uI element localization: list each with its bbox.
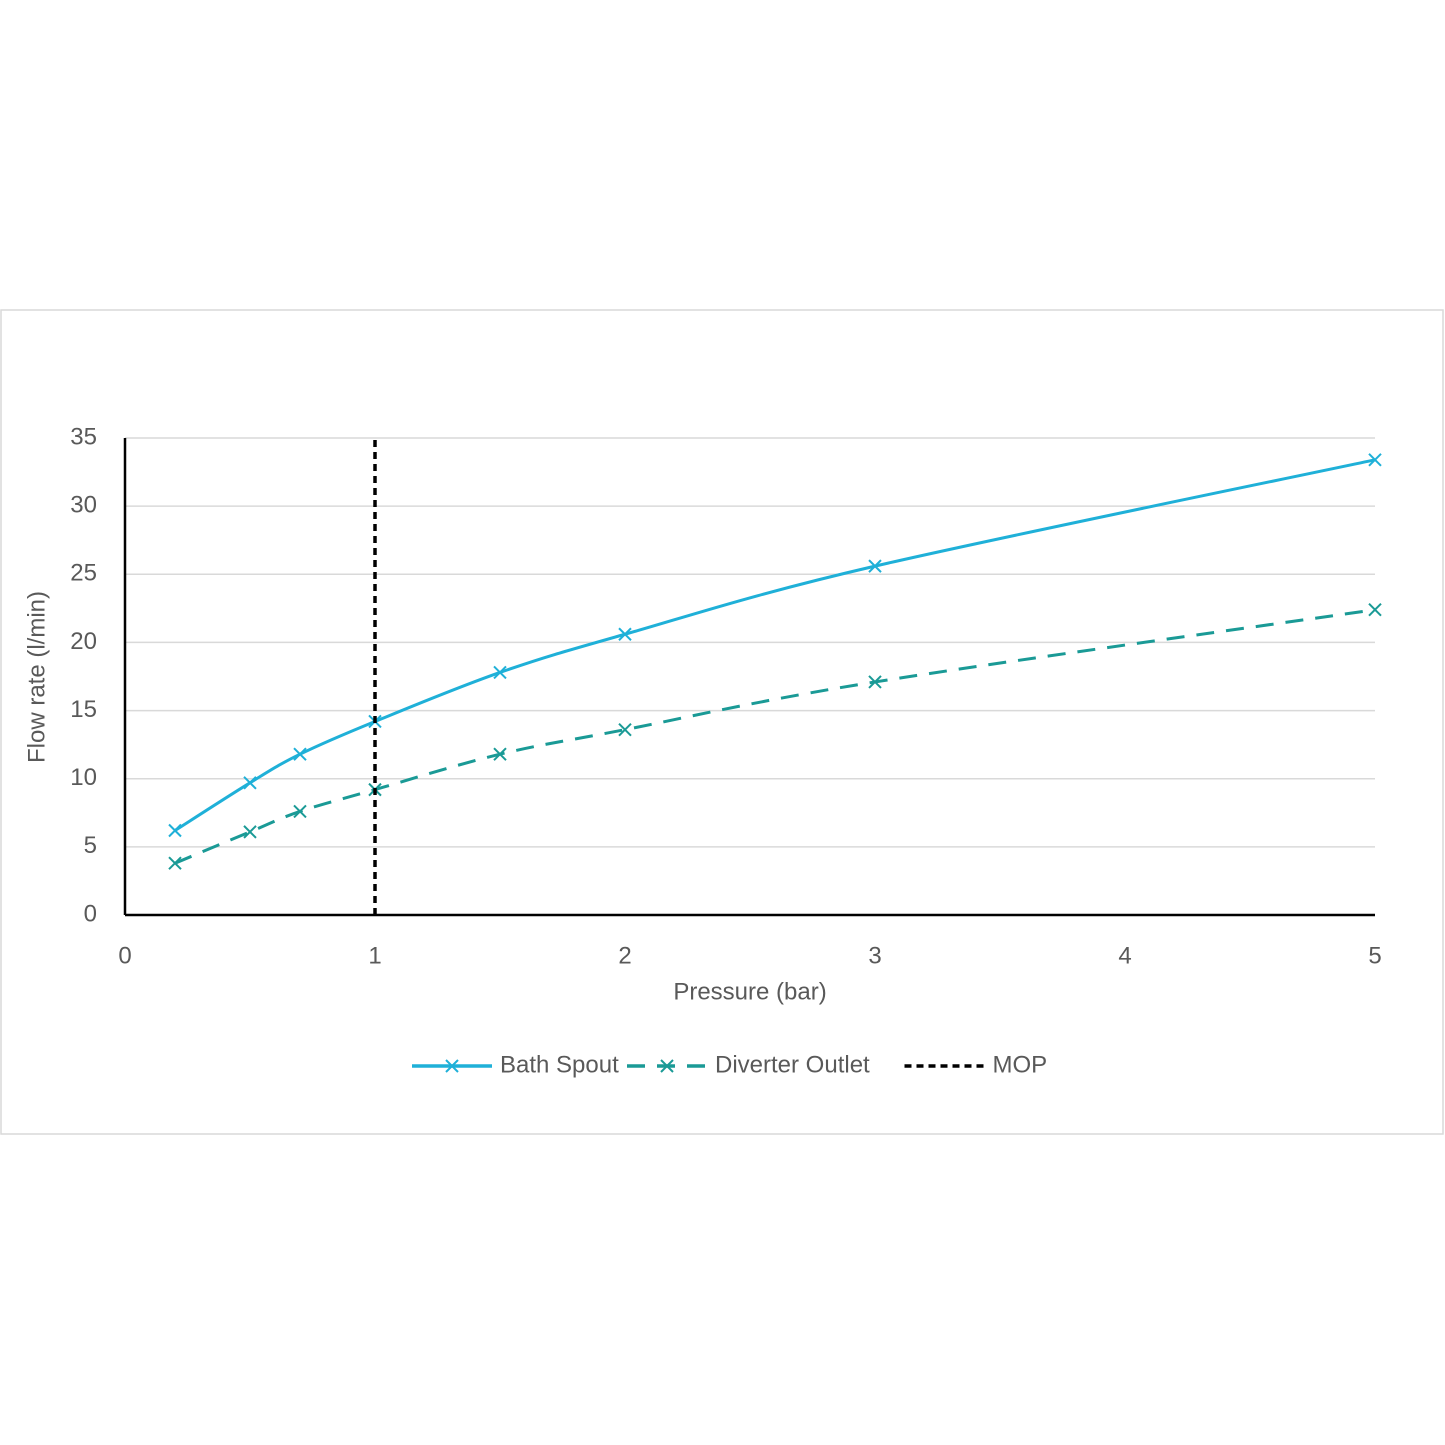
y-tick-label: 35 [70,423,97,450]
marker-cross [168,823,182,838]
marker [168,856,182,870]
y-axis-label: Flow rate (l/min) [23,591,50,763]
marker-cross [618,722,632,737]
marker-cross [293,804,307,819]
legend-label: Bath Spout [500,1051,619,1078]
marker [168,823,182,838]
marker [1368,453,1382,467]
marker-cross [1368,603,1382,617]
marker [293,804,307,819]
marker-cross [168,856,182,870]
y-tick-label: 0 [84,900,97,927]
legend-label: MOP [993,1051,1048,1078]
marker [445,1059,459,1073]
marker [618,722,632,737]
marker [868,559,882,573]
marker-cross [618,627,632,641]
x-axis-label: Pressure (bar) [673,978,826,1005]
y-tick-label: 30 [70,491,97,518]
marker [493,747,507,761]
x-tick-label: 3 [868,942,881,969]
x-tick-label: 2 [618,942,631,969]
marker [660,1059,674,1073]
marker-cross [660,1059,674,1073]
marker [293,747,307,761]
marker-cross [493,665,507,680]
x-tick-label: 5 [1368,942,1381,969]
marker-cross [868,675,882,689]
marker-cross [868,559,882,573]
x-tick-label: 4 [1118,942,1131,969]
marker [618,627,632,641]
legend-label: Diverter Outlet [715,1051,870,1078]
marker-cross [1368,453,1382,467]
y-tick-label: 10 [70,764,97,791]
marker [243,825,257,839]
marker-cross [445,1059,459,1073]
marker-cross [293,747,307,761]
y-tick-label: 20 [70,628,97,655]
marker-cross [243,825,257,839]
x-tick-label: 1 [368,942,381,969]
y-tick-label: 25 [70,560,97,587]
marker [1368,603,1382,617]
marker-cross [243,776,257,790]
marker [243,776,257,790]
marker [493,665,507,680]
y-tick-label: 15 [70,696,97,723]
x-tick-label: 0 [118,942,131,969]
y-tick-label: 5 [84,832,97,859]
marker [868,675,882,689]
marker-cross [493,747,507,761]
chart-frame [0,309,1444,1135]
series-line [174,458,1376,832]
